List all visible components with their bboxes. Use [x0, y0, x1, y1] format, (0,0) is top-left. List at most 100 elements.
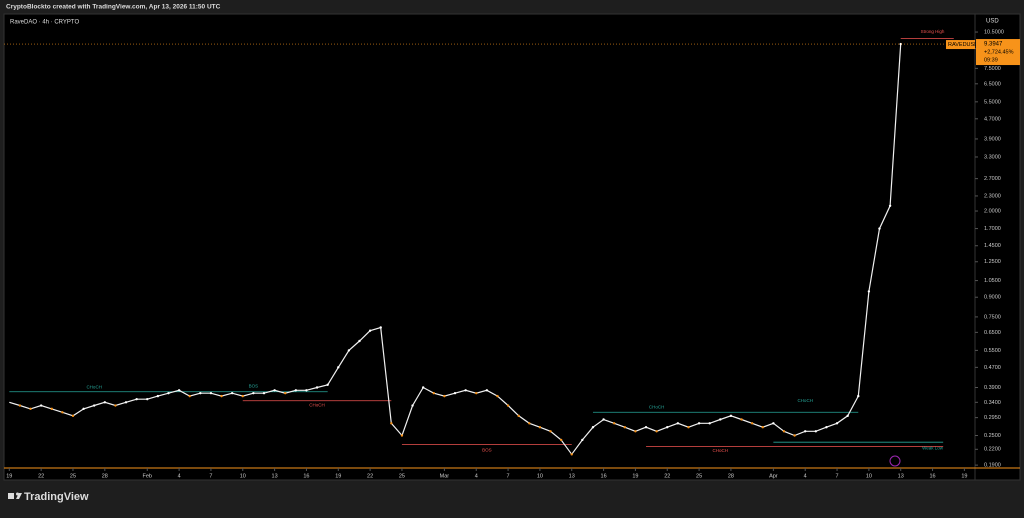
x-tick-label: 22	[664, 473, 670, 479]
price-tag-countdown: 09:39	[984, 57, 998, 63]
x-tick-label: 28	[102, 473, 108, 479]
header: CryptoBlockto created with TradingView.c…	[6, 4, 221, 11]
price-point	[114, 404, 117, 407]
x-tick-label: 16	[929, 473, 935, 479]
price-point	[294, 389, 298, 392]
price-point	[506, 404, 510, 407]
y-tick-label: 6.5000	[984, 81, 1001, 87]
price-point	[517, 414, 520, 418]
price-point	[29, 407, 32, 411]
price-point	[666, 425, 669, 429]
annotation: CHoCH	[86, 385, 102, 390]
x-tick-label: 19	[6, 473, 12, 479]
price-point	[61, 411, 64, 414]
x-tick-label: 4	[178, 473, 181, 479]
price-point	[379, 326, 382, 329]
price-point	[772, 422, 775, 425]
x-tick-label: 7	[836, 473, 839, 479]
price-point	[888, 204, 892, 207]
price-point	[464, 389, 467, 392]
price-point	[878, 227, 881, 230]
price-point	[421, 386, 425, 389]
price-tag-value: 9.3947	[984, 42, 1003, 48]
price-point	[390, 422, 393, 425]
annotation: BOS	[249, 383, 259, 388]
y-tick-label: 1.4500	[984, 243, 1001, 249]
x-tick-label: 13	[569, 473, 575, 479]
price-point	[443, 394, 446, 398]
chart-frame	[3, 13, 1021, 481]
y-tick-label: 0.2500	[984, 433, 1001, 439]
price-point	[570, 453, 573, 456]
x-tick-label: 13	[272, 473, 278, 479]
price-point	[220, 394, 223, 398]
price-point	[82, 407, 85, 411]
y-tick-label: 3.9000	[984, 136, 1001, 142]
price-point	[687, 425, 690, 429]
y-tick-label: 1.2500	[984, 259, 1001, 265]
price-point	[124, 401, 128, 404]
y-tick-label: 0.3900	[984, 385, 1001, 391]
price-point	[899, 42, 902, 46]
price-point	[867, 290, 871, 293]
price-point	[273, 389, 276, 392]
y-tick-label: 0.4700	[984, 365, 1001, 371]
price-point	[177, 389, 181, 392]
price-point	[135, 397, 138, 401]
price-tag-change: +2,724.45%	[984, 49, 1014, 55]
y-tick-label: 0.3400	[984, 400, 1001, 406]
price-point	[496, 394, 499, 398]
x-tick-label: 19	[335, 473, 341, 479]
annotation: CHoCH	[797, 398, 813, 403]
x-tick-label: 10	[240, 473, 246, 479]
price-point	[188, 394, 191, 398]
price-point	[549, 430, 552, 433]
price-point	[39, 404, 43, 407]
y-tick-label: 0.2200	[984, 447, 1001, 453]
symbol-tag	[946, 40, 975, 50]
price-point	[315, 386, 319, 389]
price-point	[199, 391, 202, 395]
price-point	[538, 425, 542, 429]
footer-logo: TradingView	[24, 491, 89, 503]
x-tick-label: 22	[38, 473, 44, 479]
price-point	[729, 414, 733, 418]
annotation: CHoCH	[649, 404, 665, 409]
price-point	[750, 422, 754, 425]
x-tick-label: 10	[866, 473, 872, 479]
price-point	[167, 391, 170, 395]
y-tick-label: 3.3000	[984, 154, 1001, 160]
price-point	[103, 401, 107, 404]
price-point	[252, 391, 255, 395]
price-point	[368, 329, 372, 332]
price-point	[591, 425, 595, 429]
price-point	[358, 339, 361, 343]
x-tick-label: 7	[209, 473, 212, 479]
x-tick-label: 19	[632, 473, 638, 479]
price-point	[697, 422, 701, 425]
y-tick-label: 5.5000	[984, 99, 1001, 105]
y-tick-label: 2.3000	[984, 193, 1001, 199]
price-point	[71, 414, 75, 418]
x-tick-label: 13	[898, 473, 904, 479]
price-point	[18, 404, 22, 407]
price-point	[146, 397, 149, 401]
price-point	[825, 425, 828, 429]
y-tick-label: 0.7500	[984, 314, 1001, 320]
price-point	[581, 438, 584, 442]
price-point	[485, 389, 489, 392]
annotation: CHoCH	[713, 448, 729, 453]
x-tick-label: 25	[399, 473, 405, 479]
price-point	[740, 418, 743, 421]
x-tick-label: 22	[367, 473, 373, 479]
y-tick-label: 0.5500	[984, 348, 1001, 354]
price-point	[326, 383, 329, 386]
price-point	[708, 422, 711, 425]
annotation: Weak Low	[922, 446, 944, 451]
price-point	[634, 430, 637, 433]
x-tick-label: 4	[804, 473, 807, 479]
x-tick-label: 16	[601, 473, 607, 479]
x-tick-label: 19	[961, 473, 967, 479]
price-point	[846, 414, 849, 418]
